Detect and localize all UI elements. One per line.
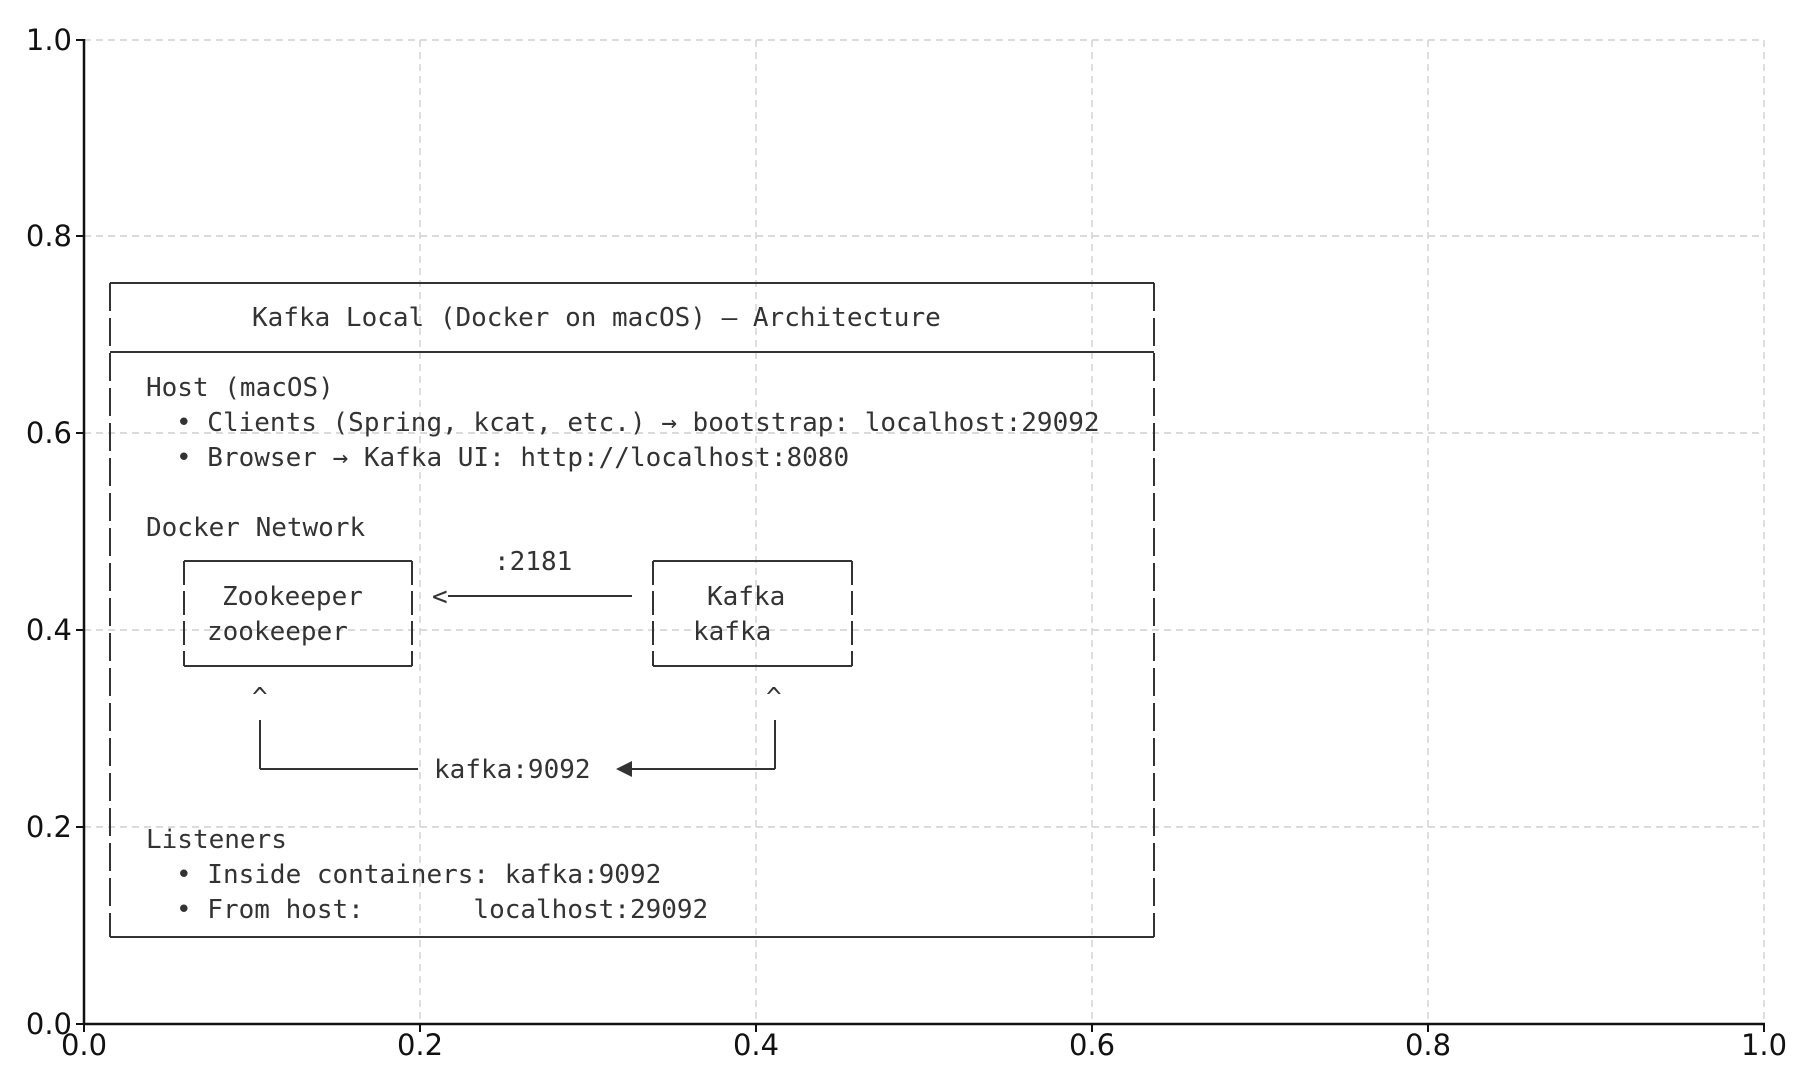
y-tick-label: 1.0 bbox=[26, 23, 72, 57]
y-tick-label: 0.8 bbox=[26, 219, 72, 253]
y-tick-label: 0.6 bbox=[26, 416, 72, 450]
x-tick-labels: 0.0 0.2 0.4 0.6 0.8 1.0 bbox=[61, 1028, 1787, 1062]
x-tick-label: 0.0 bbox=[61, 1028, 107, 1062]
y-tick-label: 0.4 bbox=[26, 613, 72, 647]
caret-left: ^ bbox=[252, 683, 268, 713]
listeners-section: Listeners • Inside containers: kafka:909… bbox=[146, 825, 708, 925]
x-tick-label: 0.4 bbox=[733, 1028, 779, 1062]
listeners-heading: Listeners bbox=[146, 825, 287, 855]
listener-from-host: • From host: localhost:29092 bbox=[176, 895, 708, 925]
y-tick-label: 0.0 bbox=[26, 1007, 72, 1041]
y-tick-label: 0.2 bbox=[26, 810, 72, 844]
docker-network-section: Docker Network Zookeeper zookeeper bbox=[146, 513, 853, 785]
kafka-box: Kafka kafka bbox=[652, 560, 853, 667]
zookeeper-label: Zookeeper bbox=[222, 582, 363, 612]
x-tick-label: 0.8 bbox=[1405, 1028, 1451, 1062]
y-tick-labels: 0.0 0.2 0.4 0.6 0.8 1.0 bbox=[26, 23, 72, 1041]
x-tick-marks bbox=[83, 1024, 1765, 1032]
zookeeper-link-arrowhead: < bbox=[432, 582, 448, 612]
gridlines bbox=[84, 39, 1765, 1024]
axes: 0.0 0.2 0.4 0.6 0.8 1.0 0.0 0.2 0.4 0.6 … bbox=[26, 23, 1787, 1062]
host-bullet-clients: • Clients (Spring, kcat, etc.) → bootstr… bbox=[176, 408, 1100, 438]
outer-frame bbox=[109, 282, 1155, 938]
x-tick-label: 1.0 bbox=[1741, 1028, 1787, 1062]
zookeeper-port-label: :2181 bbox=[494, 547, 572, 577]
internal-listener-link: ^ ^ kafka:9092 bbox=[252, 683, 782, 785]
zookeeper-hostname: zookeeper bbox=[207, 617, 348, 647]
y-tick-marks bbox=[76, 39, 84, 1025]
kafka-hostname: kafka bbox=[693, 617, 771, 647]
host-bullet-browser: • Browser → Kafka UI: http://localhost:8… bbox=[176, 443, 849, 473]
zookeeper-link: :2181 < bbox=[432, 547, 632, 612]
kafka-label: Kafka bbox=[707, 582, 785, 612]
zookeeper-box: Zookeeper zookeeper bbox=[183, 560, 413, 667]
host-heading: Host (macOS) bbox=[146, 373, 334, 403]
x-tick-label: 0.2 bbox=[397, 1028, 443, 1062]
listener-inside-containers: • Inside containers: kafka:9092 bbox=[176, 860, 661, 890]
architecture-diagram: Kafka Local (Docker on macOS) — Architec… bbox=[109, 282, 1155, 938]
internal-link-label: kafka:9092 bbox=[434, 755, 591, 785]
diagram-title: Kafka Local (Docker on macOS) — Architec… bbox=[252, 303, 941, 333]
caret-right: ^ bbox=[766, 683, 782, 713]
x-tick-label: 0.6 bbox=[1069, 1028, 1115, 1062]
docker-network-heading: Docker Network bbox=[146, 513, 365, 543]
link-arrowhead bbox=[616, 761, 632, 777]
host-section: Host (macOS) • Clients (Spring, kcat, et… bbox=[146, 373, 1100, 473]
